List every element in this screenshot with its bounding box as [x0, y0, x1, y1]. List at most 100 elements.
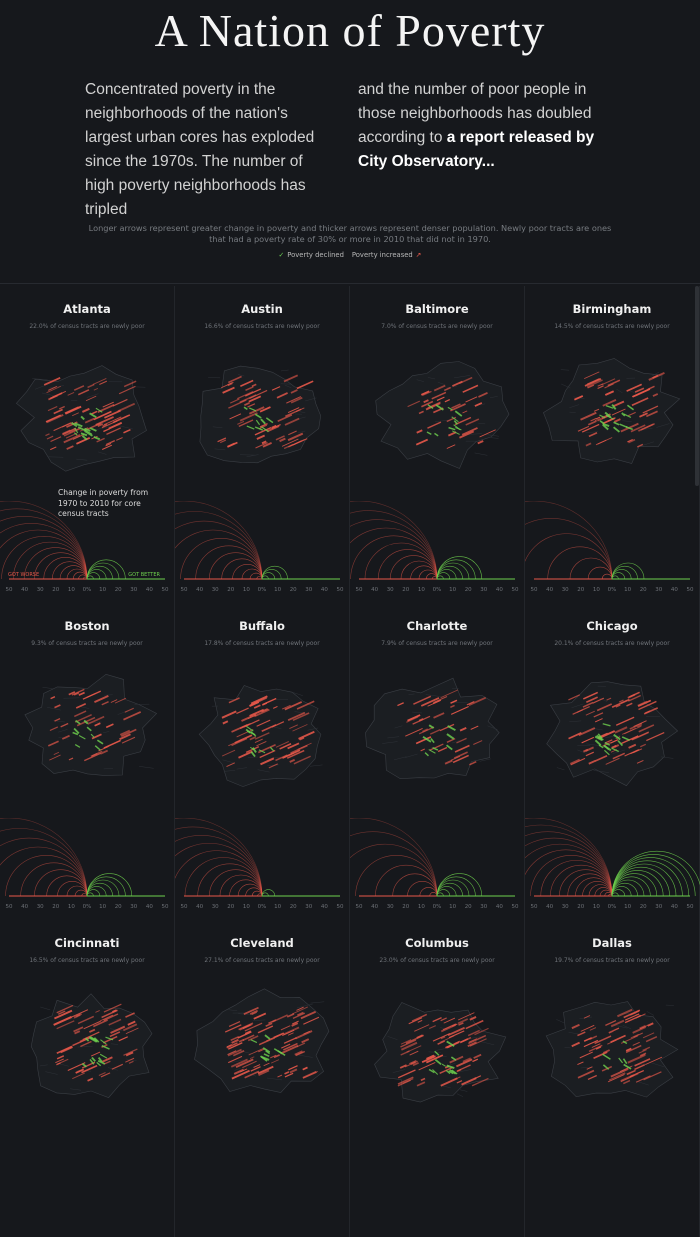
method-note: Longer arrows represent greater change i… [80, 223, 620, 245]
city-name: Baltimore [350, 302, 524, 316]
city-name: Chicago [525, 619, 699, 633]
worse-arc [531, 855, 612, 896]
x-tick-label: 20 [577, 904, 584, 910]
scrollbar-thumb[interactable] [695, 286, 699, 486]
worse-arc [548, 547, 612, 579]
x-tick-label: 50 [337, 587, 344, 593]
x-tick-label: 30 [562, 904, 569, 910]
x-tick-label: 10 [449, 904, 456, 910]
x-tick-label: 40 [321, 587, 328, 593]
tract-map [0, 970, 175, 1130]
x-tick-label: 40 [496, 587, 503, 593]
worse-arc [525, 844, 612, 896]
x-tick-label: 20 [402, 587, 409, 593]
x-tick-label: 10 [274, 587, 281, 593]
x-tick-label: 30 [655, 587, 662, 593]
x-tick-label: 20 [577, 587, 584, 593]
worse-arc [350, 844, 437, 896]
tract-map [175, 653, 350, 813]
x-tick-label: 40 [671, 904, 678, 910]
x-tick-label: 30 [305, 587, 312, 593]
better-arc [87, 560, 125, 579]
worse-arc [198, 864, 262, 896]
x-tick-label: 20 [465, 904, 472, 910]
tract-map [0, 336, 175, 496]
x-tick-label: 40 [21, 904, 28, 910]
worse-arc [426, 574, 437, 579]
city-outline [200, 366, 321, 463]
increase-arrow [284, 375, 298, 381]
newly-poor-stat: 16.6% of census tracts are newly poor [175, 323, 349, 330]
city-name: Boston [0, 619, 174, 633]
x-tick-label: 10 [418, 904, 425, 910]
worse-arc [602, 574, 612, 579]
city-outline [195, 989, 329, 1093]
x-tick-label: 40 [371, 904, 378, 910]
city-name: Columbus [350, 936, 524, 950]
worse-arc [250, 573, 262, 579]
x-tick-label: 0% [83, 587, 92, 593]
tract-map [525, 653, 700, 813]
x-tick-label: 20 [640, 587, 647, 593]
tract-map [175, 336, 350, 496]
increase-arrow [297, 381, 313, 388]
worse-arc [0, 838, 87, 896]
x-tick-label: 30 [387, 587, 394, 593]
x-tick-label: 0% [433, 904, 442, 910]
x-tick-label: 20 [640, 904, 647, 910]
x-tick-label: 10 [99, 587, 106, 593]
tract-boundary [647, 1011, 654, 1015]
x-tick-label: 50 [6, 587, 13, 593]
worse-arc [196, 546, 262, 579]
x-tick-label: 50 [181, 587, 188, 593]
city-outline [31, 994, 152, 1098]
tract-boundary [556, 1019, 565, 1023]
newly-poor-stat: 7.9% of census tracts are newly poor [350, 640, 524, 647]
tract-boundary [281, 370, 289, 371]
better-arc [437, 877, 475, 896]
x-tick-label: 10 [593, 904, 600, 910]
x-tick-label: 10 [624, 587, 631, 593]
worse-arc [430, 892, 437, 896]
x-tick-label: 30 [212, 904, 219, 910]
x-tick-label: 10 [243, 904, 250, 910]
x-tick-label: 40 [146, 904, 153, 910]
x-tick-label: 0% [83, 904, 92, 910]
x-tick-label: 30 [37, 904, 44, 910]
better-arc [612, 861, 682, 896]
city-outline [547, 682, 678, 786]
tract-map [350, 970, 525, 1130]
tract-map [350, 653, 525, 813]
worse-arc [525, 534, 612, 579]
city-panel: Dallas 19.7% of census tracts are newly p… [525, 920, 700, 1237]
worse-arc [175, 501, 262, 579]
city-name: Dallas [525, 936, 699, 950]
x-tick-label: 40 [371, 587, 378, 593]
city-name: Birmingham [525, 302, 699, 316]
tract-map [175, 970, 350, 1130]
x-tick-label: 20 [52, 587, 59, 593]
newly-poor-stat: 27.1% of census tracts are newly poor [175, 957, 349, 964]
x-tick-label: 30 [562, 587, 569, 593]
x-tick-label: 10 [99, 904, 106, 910]
x-tick-label: 40 [546, 904, 553, 910]
grid-divider [0, 283, 700, 284]
x-tick-label: 10 [68, 904, 75, 910]
newly-poor-stat: 19.7% of census tracts are newly poor [525, 957, 699, 964]
worse-arc [175, 521, 262, 579]
x-tick-label: 50 [512, 587, 519, 593]
city-outline [546, 1002, 678, 1098]
x-tick-label: 0% [433, 587, 442, 593]
tract-boundary [139, 766, 154, 768]
newly-poor-stat: 17.8% of census tracts are newly poor [175, 640, 349, 647]
x-tick-label: 20 [115, 904, 122, 910]
worse-arc [175, 530, 262, 579]
tract-boundary [557, 768, 565, 770]
worse-arc [525, 838, 612, 896]
